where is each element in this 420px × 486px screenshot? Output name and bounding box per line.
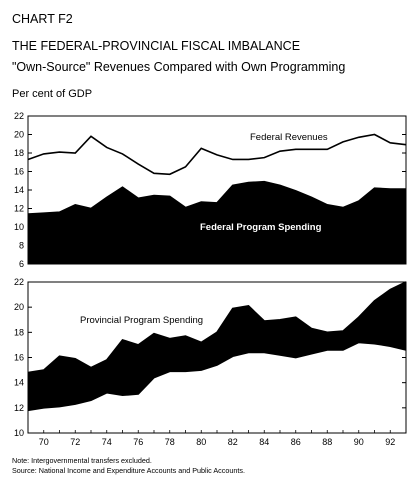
y-tick-label: 20 xyxy=(14,302,24,312)
y-tick-label: 18 xyxy=(14,148,24,158)
x-tick-label: 72 xyxy=(70,437,80,447)
x-tick-label: 70 xyxy=(39,437,49,447)
y-tick-label: 14 xyxy=(14,185,24,195)
x-tick-label: 92 xyxy=(385,437,395,447)
series-label-2: Provincial Own-Source Revenues xyxy=(228,374,380,385)
x-tick-label: 86 xyxy=(291,437,301,447)
footnote: Note: Intergovernmental transfers exclud… xyxy=(12,456,152,465)
y-tick-label: 16 xyxy=(14,167,24,177)
y-tick-label: 10 xyxy=(14,428,24,438)
source-note: Source: National Income and Expenditure … xyxy=(12,466,245,475)
x-tick-label: 80 xyxy=(196,437,206,447)
y-tick-label: 22 xyxy=(14,277,24,287)
x-tick-label: 84 xyxy=(259,437,269,447)
x-tick-label: 78 xyxy=(165,437,175,447)
y-tick-label: 18 xyxy=(14,327,24,337)
series-label-1: Federal Revenues xyxy=(250,132,328,143)
series-line-1 xyxy=(27,281,407,374)
y-tick-label: 8 xyxy=(19,241,24,251)
y-tick-label: 20 xyxy=(14,130,24,140)
series-line-1 xyxy=(27,133,407,176)
y-tick-label: 12 xyxy=(14,204,24,214)
series-line-2 xyxy=(27,180,406,215)
y-tick-label: 6 xyxy=(19,259,24,269)
series-label-1: Provincial Program Spending xyxy=(80,315,203,326)
panel-provincial: Provincial Program Spending Provincial Ow… xyxy=(14,277,407,447)
y-tick-label: 22 xyxy=(14,111,24,121)
series-area-2 xyxy=(28,181,406,264)
chart-subtitle: "Own-Source" Revenues Compared with Own … xyxy=(12,60,346,74)
x-tick-label: 82 xyxy=(228,437,238,447)
y-tick-label: 16 xyxy=(14,353,24,363)
x-tick-label: 88 xyxy=(322,437,332,447)
y-tick-label: 12 xyxy=(14,403,24,413)
panel-federal: Federal Revenues Federal Program Spending… xyxy=(14,111,407,269)
y-tick-label: 10 xyxy=(14,222,24,232)
y-tick-label: 14 xyxy=(14,378,24,388)
chart-label: CHART F2 xyxy=(12,12,73,26)
x-tick-label: 90 xyxy=(354,437,364,447)
chart-title: THE FEDERAL-PROVINCIAL FISCAL IMBALANCE xyxy=(12,39,301,53)
x-tick-label: 74 xyxy=(102,437,112,447)
series-area-2 xyxy=(28,342,406,433)
y-axis-unit-label: Per cent of GDP xyxy=(12,88,93,100)
series-line-2 xyxy=(27,341,407,412)
series-label-2: Federal Program Spending xyxy=(200,222,322,233)
x-tick-label: 76 xyxy=(133,437,143,447)
